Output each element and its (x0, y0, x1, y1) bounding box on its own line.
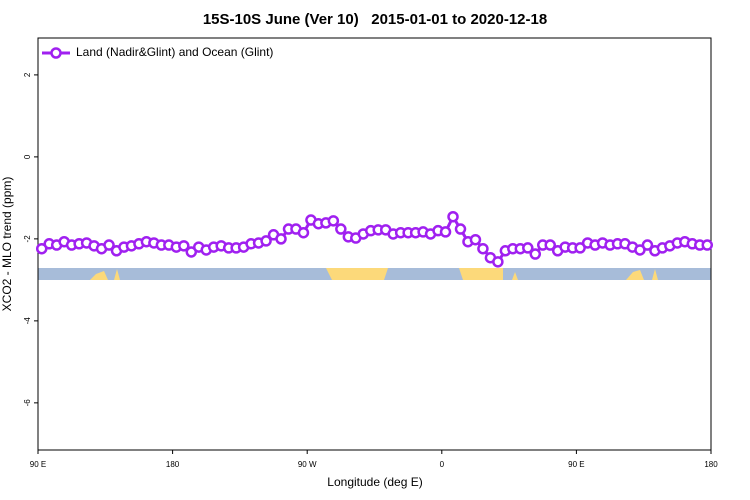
y-tick-label: -2 (23, 235, 32, 243)
y-tick-label: 2 (23, 72, 32, 77)
land-strip (326, 268, 388, 280)
point (335, 223, 347, 235)
point (477, 242, 489, 255)
land-strip (626, 270, 644, 280)
x-tick-label: 180 (166, 460, 180, 469)
y-tick-label: -6 (23, 399, 32, 407)
x-tick-label: 0 (440, 460, 445, 469)
x-tick-label: 90 E (568, 460, 584, 469)
point (454, 223, 467, 235)
y-axis-label: XCO2 - MLO trend (ppm) (0, 177, 14, 312)
land-strip (114, 269, 120, 280)
point (574, 242, 586, 254)
point (544, 239, 556, 251)
point (469, 233, 482, 246)
legend-marker (50, 47, 62, 59)
x-axis-label: Longitude (deg E) (327, 475, 422, 489)
point (522, 242, 534, 254)
chart-title: 15S-10S June (Ver 10) 2015-01-01 to 2020… (203, 11, 547, 28)
point (634, 244, 646, 256)
y-tick-label: -4 (23, 317, 32, 325)
point (439, 226, 452, 238)
x-tick-label: 90 W (298, 460, 317, 469)
point (260, 235, 272, 247)
point (327, 215, 340, 227)
point (641, 239, 654, 251)
x-tick-label: 180 (704, 460, 718, 469)
surface-strip (38, 268, 711, 280)
point (492, 256, 504, 268)
x-tick-label: 90 E (30, 460, 46, 469)
point (529, 248, 542, 260)
point (701, 239, 714, 251)
point (297, 226, 310, 239)
point (185, 246, 198, 258)
land-strip (459, 268, 503, 280)
y-tick-label: 0 (23, 154, 32, 159)
point (447, 210, 459, 223)
legend-label: Land (Nadir&Glint) and Ocean (Glint) (76, 45, 273, 59)
land-strip (652, 269, 658, 280)
point (275, 233, 287, 245)
land-strip (90, 271, 108, 280)
point (178, 240, 190, 252)
point (35, 242, 48, 255)
land-strip (512, 272, 518, 280)
point (103, 239, 115, 251)
legend: Land (Nadir&Glint) and Ocean (Glint) (42, 45, 273, 59)
